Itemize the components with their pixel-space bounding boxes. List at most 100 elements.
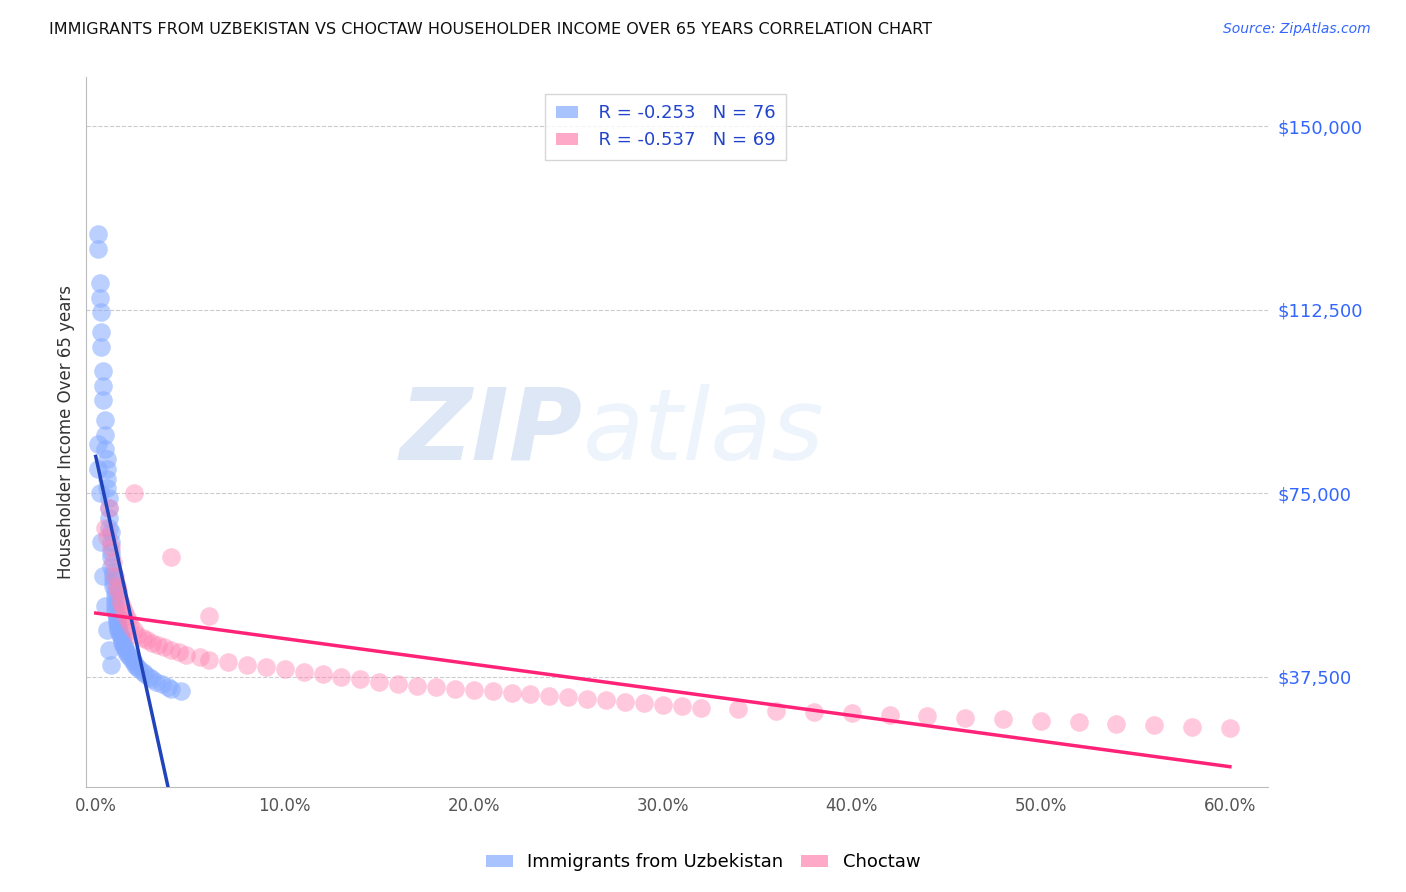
Point (104, 584, 127, 599)
Point (803, 705, 825, 719)
Point (671, 699, 693, 714)
Point (91, 393, 114, 408)
Point (387, 677, 409, 691)
Point (135, 633, 157, 648)
Point (105, 579, 128, 593)
Point (1181, 720, 1204, 734)
Point (96, 624, 118, 638)
Point (349, 672, 371, 686)
Point (118, 618, 141, 632)
Point (107, 621, 129, 635)
Point (107, 618, 129, 632)
Point (98, 500, 121, 515)
Point (879, 707, 901, 722)
Point (98, 520, 121, 534)
Point (112, 638, 135, 652)
Point (94, 413, 117, 427)
Point (481, 684, 503, 698)
Point (105, 608, 128, 623)
Point (117, 614, 139, 628)
Point (100, 657, 122, 672)
Point (425, 680, 447, 694)
Point (89, 291, 111, 305)
Text: ZIP: ZIP (399, 384, 582, 481)
Point (96, 462, 118, 476)
Point (1219, 721, 1241, 735)
Point (368, 674, 391, 689)
Point (94, 520, 117, 534)
Point (86, 242, 108, 256)
Point (1029, 714, 1052, 728)
Point (94, 442, 117, 457)
Point (292, 665, 315, 679)
Point (101, 569, 124, 583)
Point (217, 655, 239, 669)
Point (406, 679, 429, 693)
Point (1143, 718, 1166, 732)
Text: IMMIGRANTS FROM UZBEKISTAN VS CHOCTAW HOUSEHOLDER INCOME OVER 65 YEARS CORRELATI: IMMIGRANTS FROM UZBEKISTAN VS CHOCTAW HO… (49, 22, 932, 37)
Point (127, 628, 149, 642)
Point (254, 660, 277, 674)
Point (124, 657, 146, 672)
Point (91, 569, 114, 583)
Point (176, 648, 198, 662)
Point (107, 624, 129, 638)
Point (955, 711, 977, 725)
Point (98, 510, 121, 524)
Point (614, 695, 637, 709)
Point (110, 625, 132, 640)
Point (330, 670, 353, 684)
Text: Source: ZipAtlas.com: Source: ZipAtlas.com (1223, 22, 1371, 37)
Point (141, 672, 163, 686)
Point (101, 565, 124, 579)
Point (274, 662, 297, 676)
Point (101, 555, 124, 569)
Point (160, 549, 183, 564)
Point (311, 667, 333, 681)
Point (1105, 716, 1128, 731)
Point (765, 704, 787, 718)
Point (117, 648, 139, 662)
Point (122, 486, 145, 500)
Point (160, 681, 183, 696)
Point (89, 276, 111, 290)
Point (110, 628, 132, 642)
Point (94, 599, 117, 613)
Point (115, 645, 138, 659)
Point (86, 227, 108, 241)
Point (121, 653, 143, 667)
Point (100, 549, 122, 564)
Point (105, 614, 128, 628)
Point (146, 638, 169, 652)
Point (576, 691, 599, 706)
Point (104, 599, 127, 613)
Point (463, 683, 485, 698)
Point (128, 662, 150, 676)
Point (170, 684, 193, 698)
Point (111, 635, 134, 649)
Point (444, 681, 467, 696)
Point (841, 706, 863, 721)
Point (100, 559, 122, 574)
Point (519, 687, 541, 701)
Point (91, 378, 114, 392)
Point (111, 599, 134, 613)
Point (96, 530, 118, 544)
Point (689, 700, 711, 714)
Point (141, 635, 163, 649)
Point (94, 427, 117, 442)
Text: atlas: atlas (582, 384, 824, 481)
Point (86, 462, 108, 476)
Legend:   R = -0.253   N = 76,   R = -0.537   N = 69: R = -0.253 N = 76, R = -0.537 N = 69 (546, 94, 786, 161)
Point (167, 645, 190, 659)
Point (132, 665, 155, 679)
Point (115, 643, 138, 657)
Point (90, 339, 112, 353)
Point (104, 604, 127, 618)
Point (538, 689, 561, 703)
Point (122, 655, 145, 669)
Point (991, 712, 1014, 726)
Point (90, 325, 112, 339)
Point (100, 540, 122, 554)
Point (98, 500, 121, 515)
